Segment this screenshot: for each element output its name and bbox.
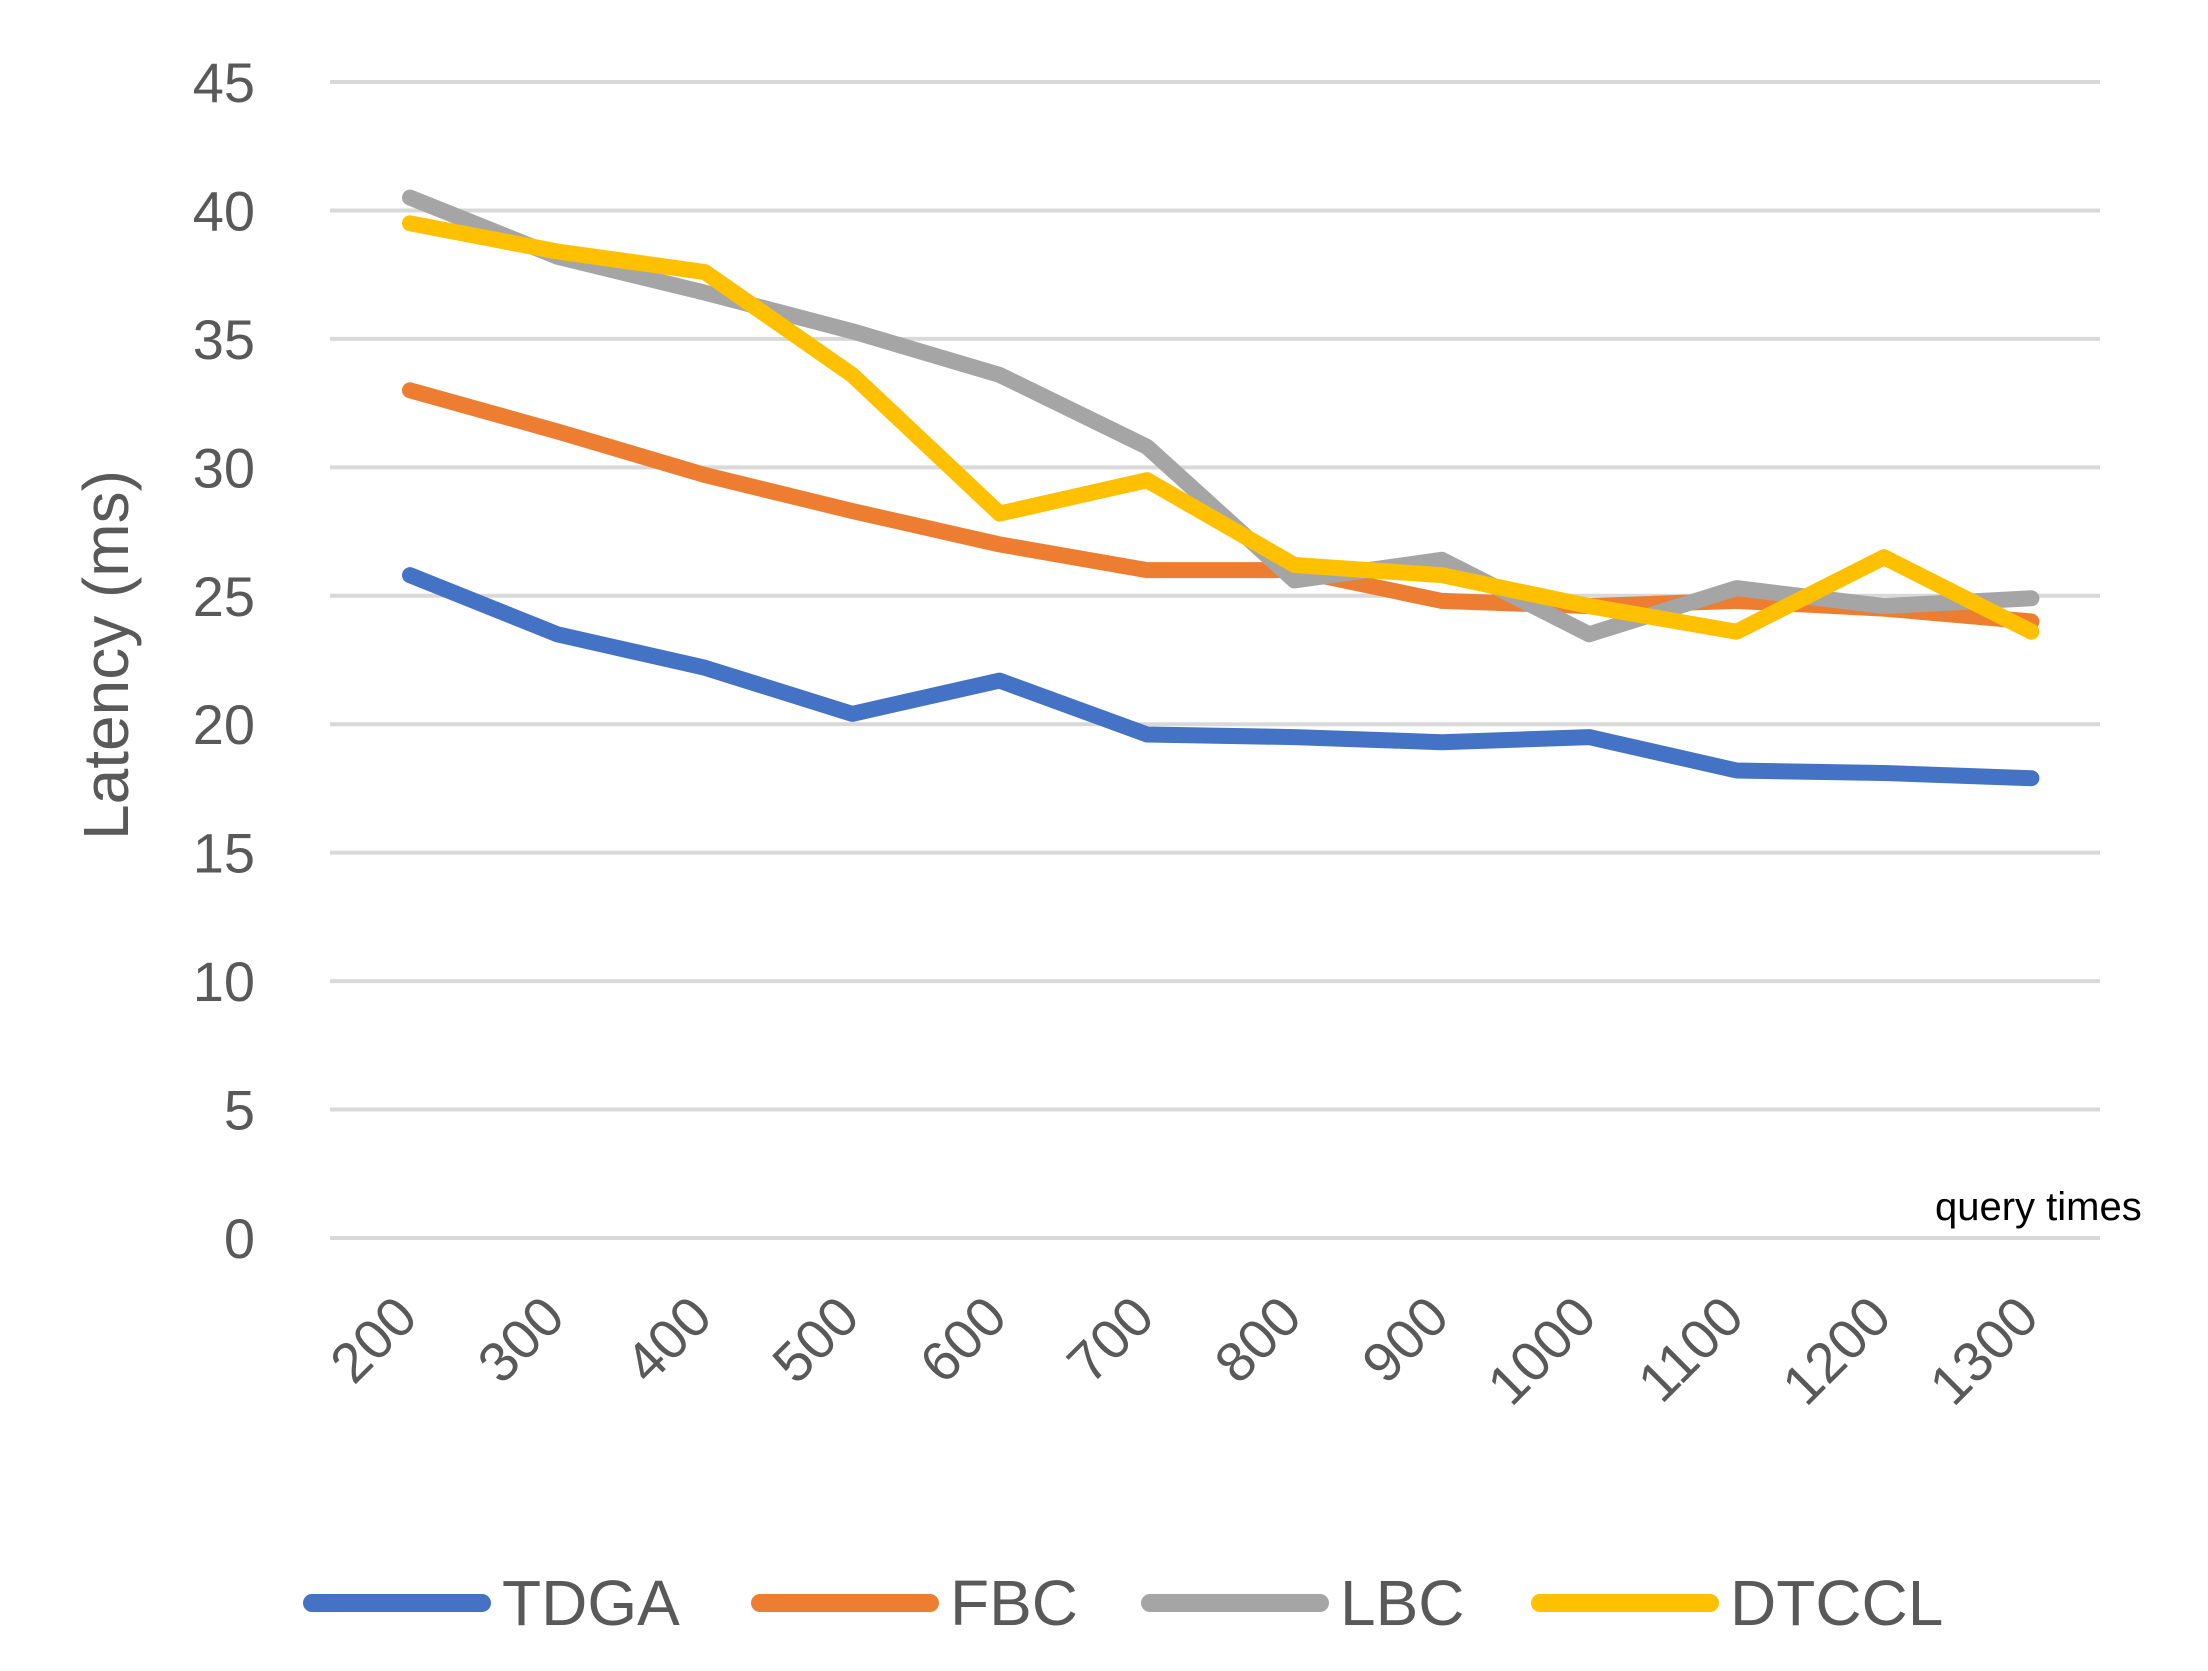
legend-label-dtccl: DTCCL [1730, 1567, 1943, 1639]
y-tick-label: 20 [193, 693, 255, 756]
x-tick-label: 1100 [1625, 1284, 1755, 1414]
y-axis-ticks: 0 5 10 15 20 25 30 35 40 45 [193, 51, 255, 1270]
legend-label-lbc: LBC [1340, 1567, 1465, 1639]
y-tick-label: 0 [224, 1207, 255, 1270]
series-line-fbc [402, 382, 2040, 630]
y-tick-label: 45 [193, 51, 255, 114]
legend-label-tdga: TDGA [502, 1567, 680, 1639]
series-lines [402, 189, 2040, 787]
x-tick-label: 800 [1202, 1284, 1313, 1395]
legend-label-fbc: FBC [950, 1567, 1078, 1639]
x-tick-label: 1300 [1917, 1284, 2050, 1417]
x-tick-label: 1000 [1475, 1284, 1608, 1417]
x-tick-label: 900 [1350, 1284, 1461, 1395]
x-tick-label: 600 [907, 1284, 1018, 1395]
y-tick-label: 15 [193, 822, 255, 885]
y-tick-label: 40 [193, 179, 255, 242]
x-axis-ticks: 200 300 400 500 600 700 800 900 1000 1100 1200 1300 [318, 1284, 2050, 1417]
x-axis-label: query times [1935, 1185, 2142, 1229]
legend: TDGA FBC LBC DTCCL [303, 1567, 1943, 1639]
series-line-tdga [402, 567, 2040, 787]
grid-lines [330, 80, 2100, 1240]
x-tick-label: 500 [760, 1284, 871, 1395]
y-tick-label: 5 [224, 1079, 255, 1142]
y-tick-label: 25 [193, 565, 255, 628]
x-tick-label: 700 [1055, 1284, 1166, 1395]
x-tick-label: 300 [465, 1284, 576, 1395]
y-tick-label: 30 [193, 436, 255, 499]
y-tick-label: 35 [193, 308, 255, 371]
series-line-dtccl [402, 215, 2040, 640]
y-tick-label: 10 [193, 950, 255, 1013]
y-axis-label: Latency (ms) [70, 470, 142, 840]
x-tick-label: 200 [318, 1284, 429, 1395]
x-tick-label: 400 [613, 1284, 724, 1395]
x-tick-label: 1200 [1770, 1284, 1903, 1417]
